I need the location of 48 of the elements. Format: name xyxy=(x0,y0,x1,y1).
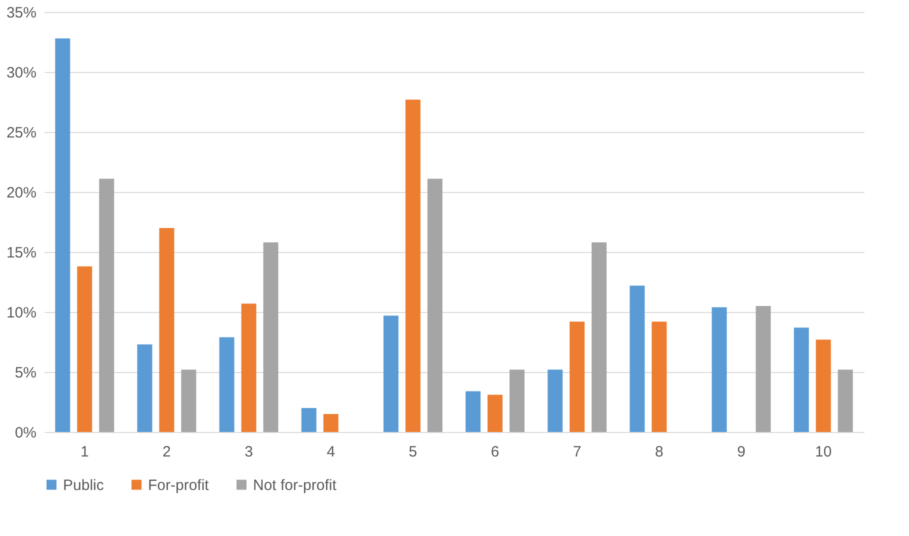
bar xyxy=(181,370,196,432)
bar xyxy=(263,242,278,432)
x-tick-label: 6 xyxy=(490,444,500,460)
x-tick-label: 8 xyxy=(655,444,664,460)
x-tick-label: 1 xyxy=(80,444,89,460)
bar xyxy=(301,408,316,432)
x-tick-label: 5 xyxy=(408,444,418,460)
bar xyxy=(137,344,152,432)
y-tick-label: 20% xyxy=(6,184,36,202)
bar xyxy=(77,266,92,432)
bar xyxy=(241,304,256,432)
y-tick-label: 5% xyxy=(14,364,36,382)
bar xyxy=(405,100,420,432)
bar xyxy=(816,340,831,432)
bar xyxy=(652,322,667,432)
bar xyxy=(630,286,645,432)
y-tick-label: 0% xyxy=(14,424,36,442)
legend-label: Public xyxy=(63,476,104,494)
bar xyxy=(383,316,398,432)
bar xyxy=(838,370,853,432)
bar xyxy=(548,370,563,432)
bar xyxy=(712,307,727,432)
bar xyxy=(592,242,607,432)
x-tick-label: 4 xyxy=(326,444,336,460)
x-tick-label: 9 xyxy=(737,444,746,460)
bar xyxy=(323,414,338,432)
bar xyxy=(756,306,771,432)
x-tick-label: 3 xyxy=(244,444,253,460)
bar xyxy=(466,391,481,432)
bar xyxy=(99,178,114,432)
x-tick-label: 7 xyxy=(572,444,582,460)
y-tick-label: 30% xyxy=(6,64,36,82)
bar xyxy=(219,337,234,432)
legend-label: For-profit xyxy=(148,476,210,494)
legend-label: Not for-profit xyxy=(253,476,338,494)
bar xyxy=(570,322,585,432)
x-tick-label: 10 xyxy=(815,444,832,460)
y-tick-label: 25% xyxy=(6,124,36,142)
bar xyxy=(427,178,442,432)
bar xyxy=(510,370,525,432)
y-tick-label: 35% xyxy=(6,4,36,22)
bar xyxy=(794,328,809,432)
y-tick-label: 15% xyxy=(6,244,36,262)
bar xyxy=(159,228,174,432)
y-tick-label: 10% xyxy=(6,304,36,322)
x-tick-label: 2 xyxy=(162,444,171,460)
bar xyxy=(488,394,503,432)
bar xyxy=(55,38,70,432)
